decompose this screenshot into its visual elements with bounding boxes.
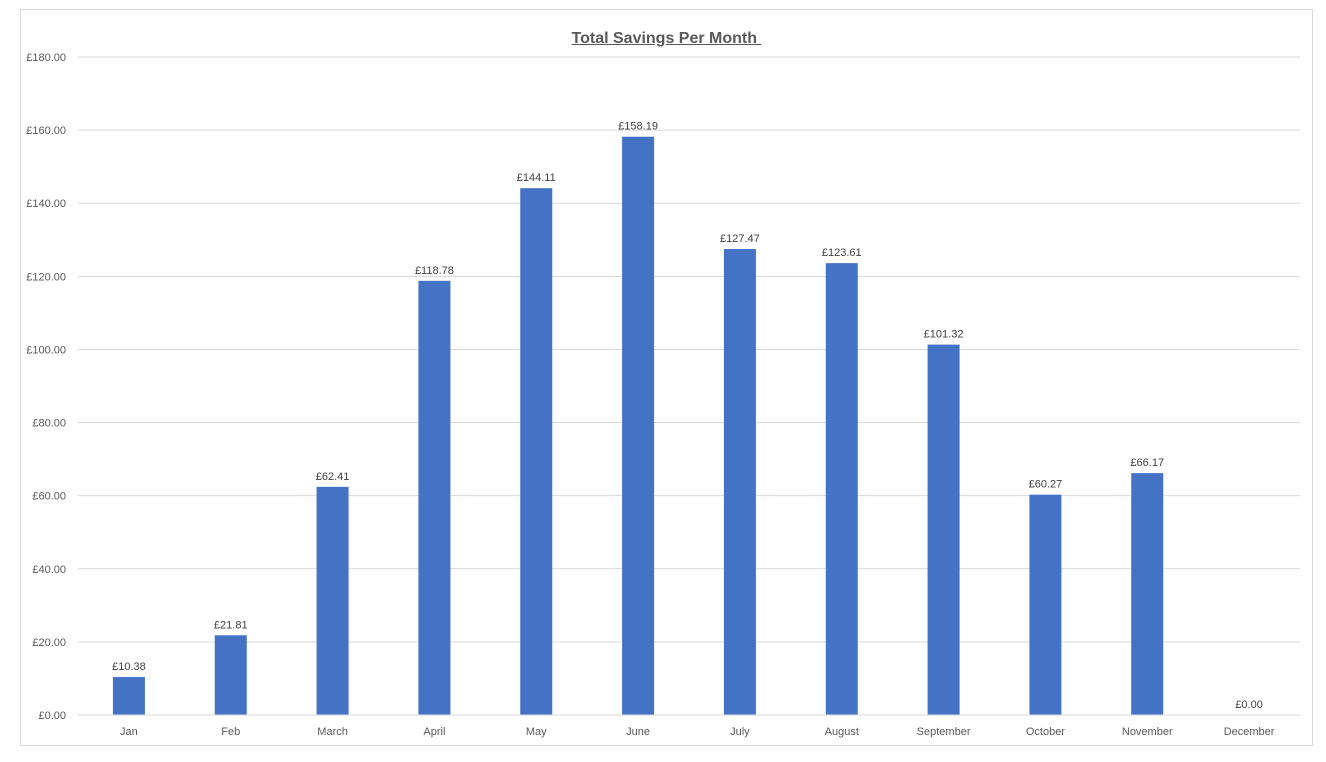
x-tick-label: November [1122, 726, 1173, 738]
data-label: £10.38 [112, 661, 146, 673]
y-tick-label: £80.00 [32, 418, 66, 430]
y-tick-label: £100.00 [26, 344, 66, 356]
y-tick-label: £20.00 [32, 637, 66, 649]
bar [723, 249, 756, 715]
bar [214, 635, 247, 715]
data-label: £123.61 [822, 247, 862, 259]
data-label: £21.81 [214, 619, 248, 631]
data-label: £101.32 [924, 329, 964, 341]
y-tick-label: £140.00 [26, 198, 66, 210]
bar [622, 136, 655, 715]
x-tick-label: August [825, 726, 859, 738]
bar [520, 188, 553, 716]
x-tick-label: April [423, 726, 445, 738]
data-label: £144.11 [517, 172, 556, 184]
bar [112, 677, 145, 715]
y-tick-label: £160.00 [26, 125, 66, 137]
bar [825, 263, 858, 715]
x-tick-label: March [317, 726, 348, 738]
chart-title: Total Savings Per Month [571, 30, 762, 47]
bar [927, 344, 960, 715]
data-label: £0.00 [1235, 699, 1263, 711]
y-tick-label: £40.00 [32, 564, 66, 576]
x-tick-label: May [526, 726, 547, 738]
y-tick-label: £0.00 [38, 710, 66, 722]
y-tick-label: £180.00 [26, 52, 66, 64]
x-tick-label: October [1026, 726, 1065, 738]
chart-frame: Total Savings Per Month [20, 9, 1313, 746]
x-tick-label: Jan [120, 726, 138, 738]
x-tick-label: Feb [221, 726, 240, 738]
y-tick-label: £120.00 [26, 271, 66, 283]
x-tick-label: June [626, 726, 650, 738]
data-label: £62.41 [316, 471, 350, 483]
x-tick-label: December [1224, 726, 1275, 738]
x-tick-label: July [730, 726, 750, 738]
data-label: £66.17 [1130, 457, 1164, 469]
bar [316, 486, 349, 715]
y-tick-label: £60.00 [32, 491, 66, 503]
data-label: £127.47 [720, 233, 760, 245]
bar [1131, 473, 1164, 715]
bar [1029, 494, 1062, 715]
bar [418, 280, 451, 715]
data-label: £60.27 [1029, 479, 1063, 491]
x-tick-label: September [917, 726, 971, 738]
data-label: £158.19 [618, 121, 658, 133]
data-label: £118.78 [415, 265, 454, 277]
